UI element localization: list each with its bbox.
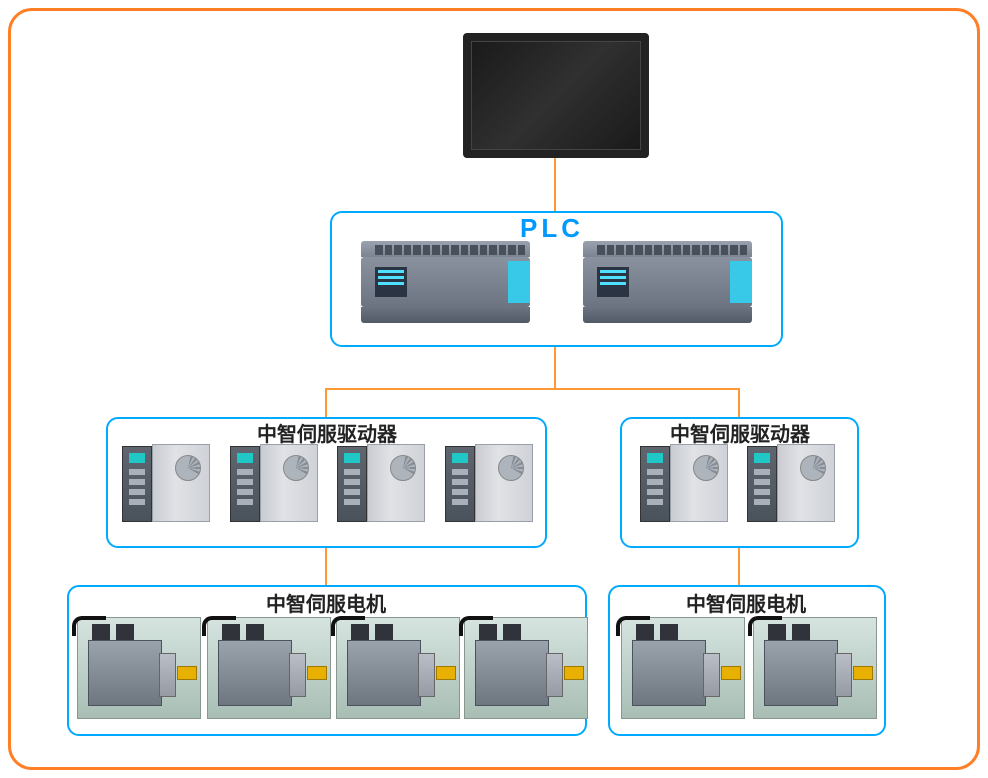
servo-driver — [747, 440, 839, 526]
hmi-display — [463, 33, 649, 158]
servo-driver — [337, 440, 429, 526]
servo-motor — [464, 617, 588, 719]
right-motor-label: 中智伺服电机 — [686, 588, 806, 617]
conn-left-drop — [325, 388, 327, 417]
plc-module — [355, 239, 536, 331]
servo-motor — [336, 617, 460, 719]
servo-driver — [122, 440, 214, 526]
conn-hmi-plc — [554, 158, 556, 211]
conn-plc-down — [554, 347, 556, 390]
servo-motor — [207, 617, 331, 719]
servo-motor — [753, 617, 877, 719]
conn-left-drv-mot — [325, 548, 327, 585]
hmi-screen — [471, 41, 641, 150]
servo-motor — [621, 617, 745, 719]
left-motor-label: 中智伺服电机 — [266, 588, 386, 617]
servo-driver — [230, 440, 322, 526]
servo-motor — [77, 617, 201, 719]
conn-right-drv-mot — [738, 548, 740, 585]
conn-right-drop — [738, 388, 740, 417]
servo-driver — [445, 440, 537, 526]
conn-h-split — [325, 388, 740, 390]
servo-driver — [640, 440, 732, 526]
plc-module — [577, 239, 758, 331]
